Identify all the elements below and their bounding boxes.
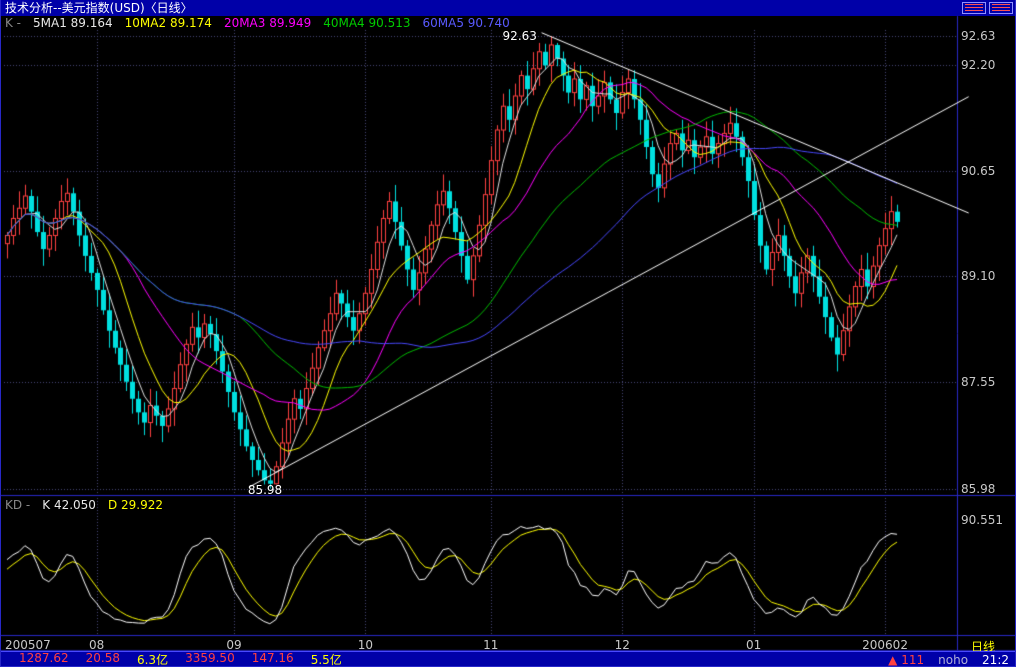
brand-label: noho [938,652,969,667]
up-arrow-icon: ▲ [888,652,898,667]
ma-value-label: 5MA1 89.164 [33,16,113,30]
advance-count: 111 [901,652,925,667]
kline-indicator-header: K - 5MA1 89.164 10MA2 89.174 20MA3 89.949 40… [1,16,510,30]
ma-value-label: 60MA5 90.740 [422,16,510,30]
ma-value-label: 20MA3 89.949 [223,16,312,30]
period-label: 日线 [971,640,996,654]
kd-value-label: D 29.922 [107,498,163,512]
status-bar-value: 5.5亿 [310,653,342,667]
kd-header-prefix: KD - [5,498,31,512]
status-bar: 1287.62 20.58 6.3亿 3359.50 147.16 5.5亿 ▲ 111 … [1,651,1015,667]
kd-values-list: K 42.050 D 29.922 [30,498,163,512]
kd-indicator-header: KD - K 42.050 D 29.922 [1,498,163,512]
status-bar-right: ▲ 111 noho 21:2 [888,653,1015,667]
status-bar-value: 3359.50 [185,651,235,665]
status-bar-value: 1287.62 [19,651,69,665]
ma-values-list: 5MA1 89.164 10MA2 89.174 20MA3 89.949 40MA4… [21,16,510,30]
kd-axis-label: 90.551 [961,513,1003,527]
kd-value-label: K 42.050 [42,498,96,512]
ma-value-label: 10MA2 89.174 [124,16,212,30]
status-bar-value: 6.3亿 [136,653,169,667]
kline-header-prefix: K - [5,16,22,30]
advance-indicator: ▲ 111 [888,653,924,667]
status-bar-value: 147.16 [251,651,294,665]
clock-label: 21:2 [982,652,1009,667]
ma-value-label: 40MA4 90.513 [323,16,411,30]
market-summary-list: 1287.62 20.58 6.3亿 3359.50 147.16 5.5亿 [1,651,342,667]
status-bar-value: 20.58 [85,651,120,665]
